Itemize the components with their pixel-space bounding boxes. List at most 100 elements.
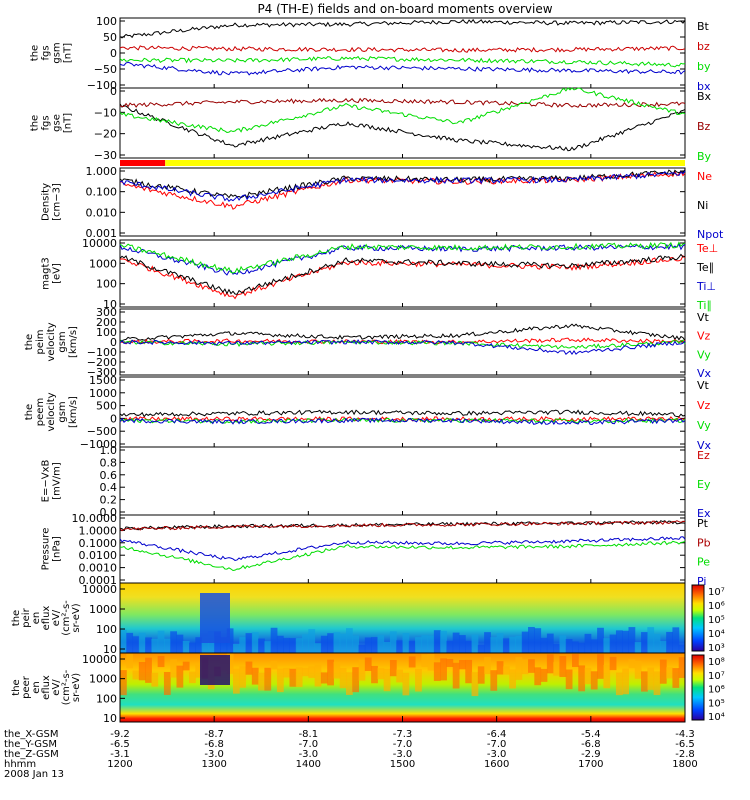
spectrogram-column (446, 658, 454, 667)
legend-peem-velocity-3: Vx (697, 439, 712, 452)
spectrogram-column (364, 657, 372, 671)
spectrogram-column (314, 643, 322, 653)
spectrogram-column (163, 671, 171, 695)
panel-frame (119, 376, 686, 448)
spectrogram-column (346, 628, 353, 653)
series-fgs-gse-2 (119, 87, 686, 133)
series-pressure-2 (119, 540, 686, 572)
spectrogram-column (540, 637, 548, 653)
spectrogram-column (603, 638, 611, 653)
ephemeris-value: -8.7 (204, 729, 224, 740)
y-tick-label: −100 (87, 79, 117, 92)
spectrogram-column (452, 662, 460, 689)
spectrogram-column (590, 639, 598, 653)
spectrogram-column (440, 658, 447, 681)
y-tick-label: −300 (87, 366, 117, 379)
ephemeris-value: -6.5 (675, 739, 695, 750)
panel-frame (119, 239, 686, 308)
spectrogram-column (459, 635, 466, 653)
spectrogram-column (578, 665, 586, 692)
y-label-line: peem (35, 398, 46, 426)
spectrogram-column (459, 659, 466, 670)
spectrogram-column (502, 666, 510, 675)
mode-bar-segment (165, 160, 685, 166)
spectrogram-column (383, 641, 391, 653)
series-pressure-0 (119, 520, 686, 531)
y-label-line: [cm−3] (52, 183, 63, 221)
y-tick-label: 0.0 (100, 506, 118, 519)
y-axis-label: magt3 [eV] (41, 257, 63, 290)
spectrogram-column (389, 659, 397, 677)
series-density-2 (119, 170, 686, 203)
ephemeris-value: 1300 (201, 759, 226, 770)
spectrogram-column (471, 634, 479, 653)
spectrogram-column (484, 657, 491, 675)
y-tick-label: −30 (94, 149, 117, 162)
spectrogram-column (126, 632, 134, 653)
legend-pressure-0: Pt (697, 517, 709, 530)
legend-temperature-1: Te∥ (696, 261, 714, 274)
legend-fgs-gsm-2: by (697, 60, 711, 73)
spectrogram-column (226, 653, 234, 674)
spectrogram-column (402, 633, 410, 653)
spectrogram-column (176, 665, 184, 688)
ephemeris-value: -6.8 (581, 739, 601, 750)
spectrogram-column (559, 656, 567, 677)
legend-density-2: Npot (697, 228, 724, 241)
spectrogram-column (251, 667, 259, 685)
y-label-line: [mV/m] (52, 462, 63, 500)
spectrogram-peer: 10000 1000 100 10 the peer en eflux eV/(cm²-s-sr… (11, 652, 725, 725)
y-tick-label: 300 (96, 306, 117, 319)
spectrogram-column (622, 630, 629, 653)
y-tick-label: 50 (103, 31, 117, 44)
spectrogram-column (477, 644, 485, 653)
y-tick-label: 10.0000 (72, 512, 118, 525)
y-label-line: the (11, 610, 22, 626)
spectrogram-column (546, 633, 554, 653)
y-label-line: [km/s] (68, 396, 79, 428)
y-tick-label: −500 (87, 425, 117, 438)
date-label: 2008 Jan 13 (4, 769, 64, 780)
spectrogram-column (396, 669, 403, 683)
y-tick-label: 0 (110, 412, 117, 425)
y-label-line: E=−VxB (41, 460, 52, 503)
colorbar-tick-label: 10⁶ (708, 685, 725, 696)
y-label-line: the (30, 115, 41, 131)
spectrogram-column (182, 661, 190, 671)
colorbar-tick-label: 10⁴ (708, 629, 725, 640)
y-label-line: sr-eV) (71, 603, 82, 632)
spectrogram-column (572, 653, 579, 668)
spectrogram-column (634, 642, 642, 653)
spectrogram-column (484, 632, 491, 653)
y-tick-label: 100 (96, 278, 117, 291)
spectrogram-column (678, 644, 686, 653)
colorbar-tick-label: 10³ (708, 643, 725, 654)
panel-frame (119, 17, 686, 89)
y-tick-label: −50 (94, 63, 117, 76)
y-tick-label: 1000 (89, 257, 117, 270)
spectrogram-column (371, 637, 378, 653)
legend-peim-velocity-3: Vx (697, 367, 712, 380)
panel-temperature: 10000 1000 100 10 magt3 [eV] Te⊥ Te∥ Ti⊥ Ti∥ (41, 237, 719, 312)
spectrogram-column (433, 662, 441, 681)
spectrogram-column (528, 627, 535, 653)
spectrogram-column (226, 628, 234, 653)
y-axis-label: the fgs gsm [nT] (30, 42, 74, 63)
colorbar-tick-label: 10⁵ (708, 615, 725, 626)
spectrogram-column (553, 662, 560, 676)
spectrogram-column (565, 639, 573, 653)
spectrogram-column (377, 635, 385, 653)
legend-efield-1: Ey (697, 478, 711, 491)
spectrogram-column (346, 672, 353, 695)
spectrogram-column (490, 637, 498, 653)
series-peim-velocity-1 (119, 337, 686, 345)
panel-fgs-gsm: 100 50 0 −50 −100 the fgs gsm [nT] Bt bz by bx (30, 15, 711, 93)
y-label-line: velocity (46, 392, 57, 431)
y-axis-label: the peir en eflux eV/(cm²-s-sr-eV) (11, 600, 82, 636)
y-label-line: eflux (41, 675, 52, 700)
legend-fgs-gsm-0: Bt (697, 20, 710, 33)
series-fgs-gsm-3 (119, 61, 686, 76)
spectrogram-column (433, 630, 441, 653)
